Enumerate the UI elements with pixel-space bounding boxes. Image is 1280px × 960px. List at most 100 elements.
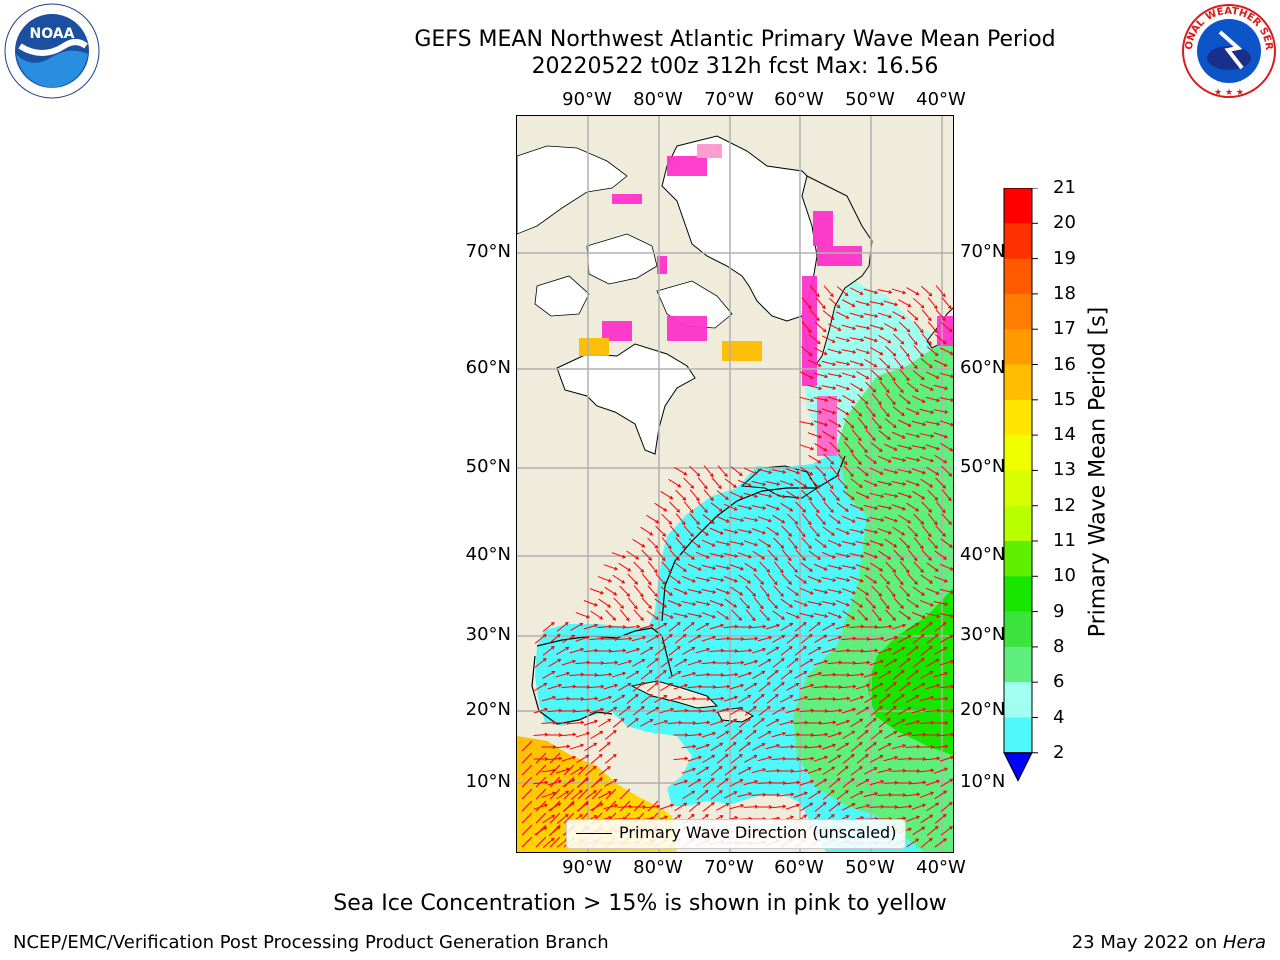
wave-arrow-head — [887, 670, 892, 675]
wave-arrow-head — [866, 566, 870, 571]
wave-arrow — [535, 764, 547, 776]
wave-arrow — [771, 492, 786, 498]
wave-arrow — [563, 764, 575, 776]
wave-arrow — [541, 769, 556, 773]
wave-arrow — [808, 790, 821, 800]
wave-arrow — [827, 612, 842, 618]
wave-arrow-head — [748, 625, 753, 629]
wave-arrow — [612, 574, 625, 584]
credit-left: NCEP/EMC/Verification Post Processing Pr… — [13, 932, 609, 953]
wave-arrow-head — [944, 696, 949, 701]
wave-arrow — [716, 778, 729, 788]
wave-arrow-head — [594, 673, 599, 677]
wave-arrow-head — [592, 790, 597, 794]
wave-arrow-head — [817, 363, 822, 367]
wave-arrow — [808, 550, 821, 560]
colorbar-tick-label: 15 — [1053, 388, 1076, 410]
wave-arrow-head — [692, 696, 697, 701]
wave-arrow-head — [740, 566, 745, 571]
wave-arrow — [767, 549, 778, 561]
wave-arrow — [898, 635, 911, 643]
wave-arrow — [919, 696, 934, 702]
wave-arrow — [836, 406, 849, 416]
wave-arrow-head — [822, 801, 827, 806]
wave-arrow-head — [690, 533, 694, 537]
wave-arrow-head — [647, 581, 652, 586]
wave-arrow — [794, 622, 807, 632]
wave-arrow-head — [550, 645, 555, 650]
wave-arrow — [683, 525, 694, 537]
wave-arrow — [898, 321, 911, 333]
wave-arrow-head — [933, 521, 938, 526]
wave-arrow-head — [816, 533, 820, 537]
wave-arrow-head — [683, 802, 688, 807]
wave-arrow-head — [944, 721, 949, 725]
wave-arrow — [654, 598, 667, 608]
wave-arrow — [933, 768, 948, 774]
wave-arrow — [556, 647, 569, 655]
wave-arrow — [569, 673, 584, 677]
credit-machine: Hera — [1222, 932, 1266, 953]
wave-arrow — [751, 625, 766, 629]
wave-arrow-head — [832, 720, 837, 725]
wave-arrow-head — [796, 780, 801, 785]
wave-arrow-head — [879, 351, 884, 356]
wave-arrow — [800, 346, 813, 356]
wave-arrow — [660, 634, 673, 644]
wave-arrow-head — [807, 329, 812, 334]
wave-arrow — [710, 742, 723, 752]
wave-arrow — [597, 673, 612, 677]
wave-arrow-head — [768, 805, 773, 809]
wave-arrow-head — [775, 719, 780, 723]
wave-arrow-head — [558, 779, 563, 784]
wave-arrow-head — [866, 518, 871, 523]
wave-arrow-head — [843, 461, 848, 466]
wave-arrow-head — [766, 681, 771, 686]
wave-arrow-head — [733, 507, 738, 511]
wave-arrow-head — [594, 719, 599, 724]
wave-arrow — [906, 838, 919, 848]
wave-arrow-head — [893, 327, 898, 331]
wave-arrow-head — [782, 470, 787, 474]
wave-arrow — [807, 575, 822, 583]
wave-arrow-head — [781, 706, 786, 711]
wave-arrow — [934, 454, 947, 464]
wave-arrow — [920, 622, 933, 632]
wave-arrow-head — [734, 624, 739, 629]
wave-arrow-head — [908, 494, 913, 499]
wave-arrow-head — [578, 789, 583, 794]
wave-arrow-head — [600, 661, 605, 665]
wave-arrow-head — [907, 706, 912, 711]
wave-arrow — [521, 836, 533, 848]
wave-arrow-head — [928, 837, 933, 842]
wave-arrow-head — [831, 814, 835, 818]
wave-arrow-head — [948, 801, 953, 806]
wave-arrow — [521, 740, 533, 752]
wave-arrow-head — [922, 446, 927, 450]
wave-arrow-head — [705, 814, 709, 818]
wave-arrow — [926, 802, 939, 812]
wave-arrow — [618, 706, 631, 716]
wave-arrow — [849, 312, 864, 318]
wave-arrow — [926, 634, 939, 644]
colorbar-segment — [1004, 435, 1032, 471]
wave-arrow-head — [782, 781, 787, 785]
wave-arrow-head — [823, 544, 827, 548]
wave-arrow-head — [634, 693, 639, 698]
lat-label-left-20n: 20°N — [465, 699, 511, 720]
wave-arrow-head — [655, 706, 660, 711]
wave-arrow-head — [600, 707, 605, 712]
wave-arrow — [921, 549, 932, 561]
wave-arrow — [891, 431, 906, 439]
wave-arrow-head — [900, 694, 905, 698]
wave-arrow-head — [788, 645, 793, 650]
wave-arrow — [744, 706, 757, 716]
wave-arrow — [646, 658, 659, 668]
legend-line-sample — [576, 833, 612, 834]
wave-arrow-head — [612, 729, 617, 734]
wave-arrow-head — [801, 533, 806, 538]
wave-arrow — [897, 469, 912, 473]
wave-arrow — [828, 323, 841, 331]
wave-arrow — [715, 637, 730, 641]
wave-arrow-head — [916, 482, 921, 487]
